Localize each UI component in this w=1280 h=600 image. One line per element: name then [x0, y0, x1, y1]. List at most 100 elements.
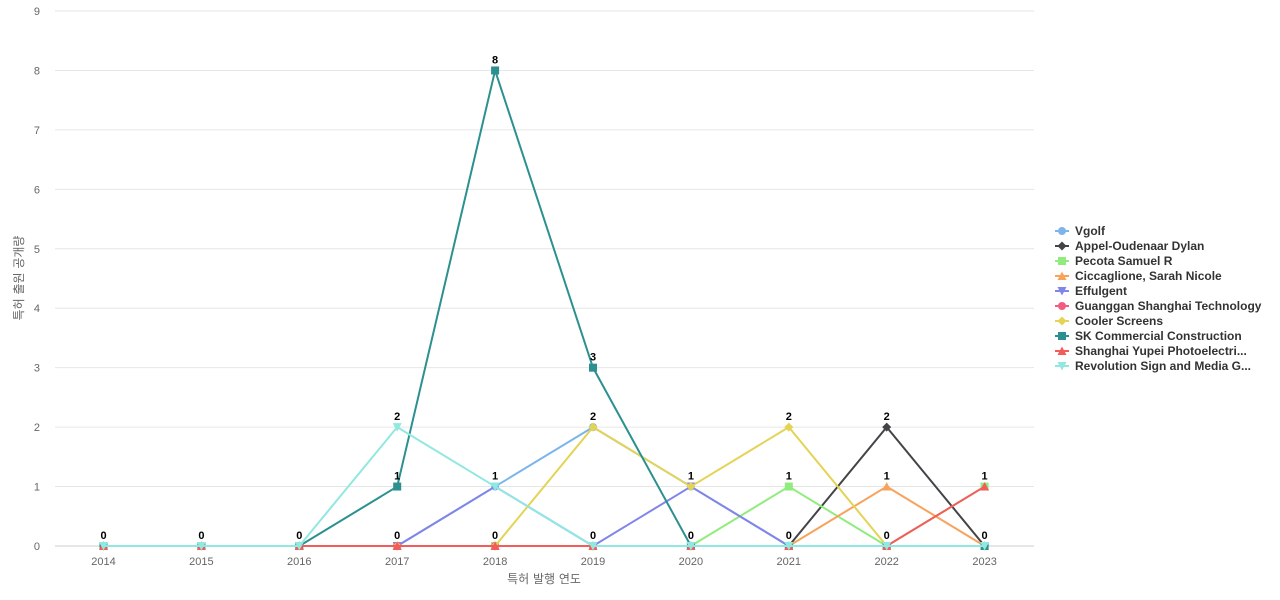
data-label: 0	[688, 530, 694, 542]
data-point	[589, 363, 597, 372]
y-tick-label: 0	[34, 541, 40, 553]
legend-label: Vgolf	[1075, 224, 1106, 238]
x-tick-label: 2018	[483, 556, 507, 568]
data-label: 2	[884, 411, 890, 423]
legend-marker	[1058, 332, 1066, 340]
legend-item[interactable]: Shanghai Yupei Photoelectri...	[1055, 344, 1247, 358]
x-tick-label: 2020	[679, 556, 703, 568]
y-tick-label: 5	[34, 244, 40, 256]
x-tick-label: 2023	[972, 556, 996, 568]
data-point	[491, 66, 500, 75]
data-label: 3	[590, 352, 596, 364]
y-tick-label: 6	[34, 184, 40, 196]
legend-item[interactable]: Vgolf	[1055, 224, 1106, 238]
legend-marker	[1057, 271, 1067, 280]
data-label: 0	[884, 530, 890, 542]
data-point	[99, 542, 108, 551]
data-point	[392, 541, 402, 550]
legend-label: SK Commercial Construction	[1075, 329, 1242, 343]
legend-marker	[1057, 346, 1067, 355]
legend-label: Pecota Samuel R	[1075, 254, 1173, 268]
x-tick-label: 2017	[385, 556, 409, 568]
x-axis-title: 특허 발행 연도	[507, 571, 581, 586]
data-label: 0	[198, 530, 204, 542]
series-line	[103, 426, 985, 547]
data-label: 0	[590, 530, 596, 542]
legend-label: Shanghai Yupei Photoelectri...	[1075, 344, 1247, 358]
legend-label: Guanggan Shanghai Technology	[1075, 299, 1262, 313]
legend-item[interactable]: Ciccaglione, Sarah Nicole	[1055, 269, 1222, 283]
legend-marker	[1057, 287, 1067, 296]
legend-marker	[1057, 241, 1067, 251]
legend-marker	[1058, 257, 1066, 265]
y-tick-label: 3	[34, 363, 40, 375]
y-tick-label: 4	[34, 303, 40, 315]
data-label: 1	[884, 471, 890, 483]
legend-label: Ciccaglione, Sarah Nicole	[1075, 269, 1222, 283]
legend-item[interactable]: Appel-Oudenaar Dylan	[1055, 239, 1204, 253]
legend-item[interactable]: Revolution Sign and Media G...	[1055, 359, 1251, 373]
x-tick-label: 2014	[91, 556, 115, 568]
data-label: 1	[786, 471, 792, 483]
x-tick-label: 2015	[189, 556, 213, 568]
data-point	[980, 482, 990, 491]
legend-item[interactable]: SK Commercial Construction	[1055, 329, 1242, 343]
legend-item[interactable]: Effulgent	[1055, 284, 1127, 298]
legend-marker	[1057, 316, 1067, 326]
data-point	[686, 542, 696, 551]
data-point	[490, 482, 500, 492]
data-point	[392, 423, 402, 432]
x-tick-label: 2021	[777, 556, 801, 568]
y-tick-label: 7	[34, 125, 40, 137]
data-point	[393, 482, 402, 491]
legend-label: Effulgent	[1075, 284, 1127, 298]
data-point	[588, 422, 598, 432]
data-label: 2	[394, 411, 400, 423]
legend-marker	[1058, 302, 1066, 310]
data-label: 1	[394, 471, 400, 483]
legend-item[interactable]: Cooler Screens	[1055, 314, 1163, 328]
data-point	[784, 542, 794, 551]
y-axis-ticks: 0 1 2 3 4 5 6 7 8 9	[34, 6, 40, 553]
data-point	[686, 482, 696, 492]
legend-label: Cooler Screens	[1075, 314, 1163, 328]
data-point	[294, 542, 304, 551]
data-labels: 0 0 0 2 1 0 8 1 0 3 2 0 1 0 2 1 0 2 1 0 1 0	[100, 54, 987, 542]
data-point	[490, 541, 500, 550]
x-axis-ticks: 2014 2015 2016 2017 2018 2019 2020 2021 2022 2023	[91, 556, 997, 568]
data-point	[882, 482, 892, 491]
data-point	[784, 422, 794, 432]
legend-item[interactable]: Guanggan Shanghai Technology	[1055, 299, 1262, 313]
data-label: 0	[786, 530, 792, 542]
data-point	[882, 542, 892, 551]
data-point	[882, 422, 892, 432]
data-point	[784, 482, 793, 491]
data-label: 1	[982, 471, 988, 483]
x-tick-label: 2016	[287, 556, 311, 568]
x-tick-label: 2022	[874, 556, 898, 568]
legend-label: Appel-Oudenaar Dylan	[1075, 239, 1204, 253]
data-point	[980, 542, 990, 551]
data-label: 0	[492, 530, 498, 542]
data-label: 0	[982, 530, 988, 542]
data-label: 8	[492, 54, 498, 66]
data-label: 0	[100, 530, 106, 542]
data-point	[196, 542, 206, 551]
legend-marker	[1058, 227, 1066, 235]
x-tick-label: 2019	[581, 556, 605, 568]
series-lines	[99, 66, 990, 551]
y-tick-label: 1	[34, 482, 40, 494]
data-label: 1	[492, 471, 498, 483]
data-label: 2	[590, 411, 596, 423]
legend-marker	[1057, 362, 1067, 371]
y-tick-label: 8	[34, 65, 40, 77]
data-point	[588, 542, 598, 551]
y-axis-title: 특허 출원 공개량	[12, 236, 26, 321]
y-tick-label: 2	[34, 422, 40, 434]
data-label: 0	[394, 530, 400, 542]
data-label: 1	[688, 471, 694, 483]
legend-item[interactable]: Pecota Samuel R	[1055, 254, 1173, 268]
y-tick-label: 9	[34, 6, 40, 18]
